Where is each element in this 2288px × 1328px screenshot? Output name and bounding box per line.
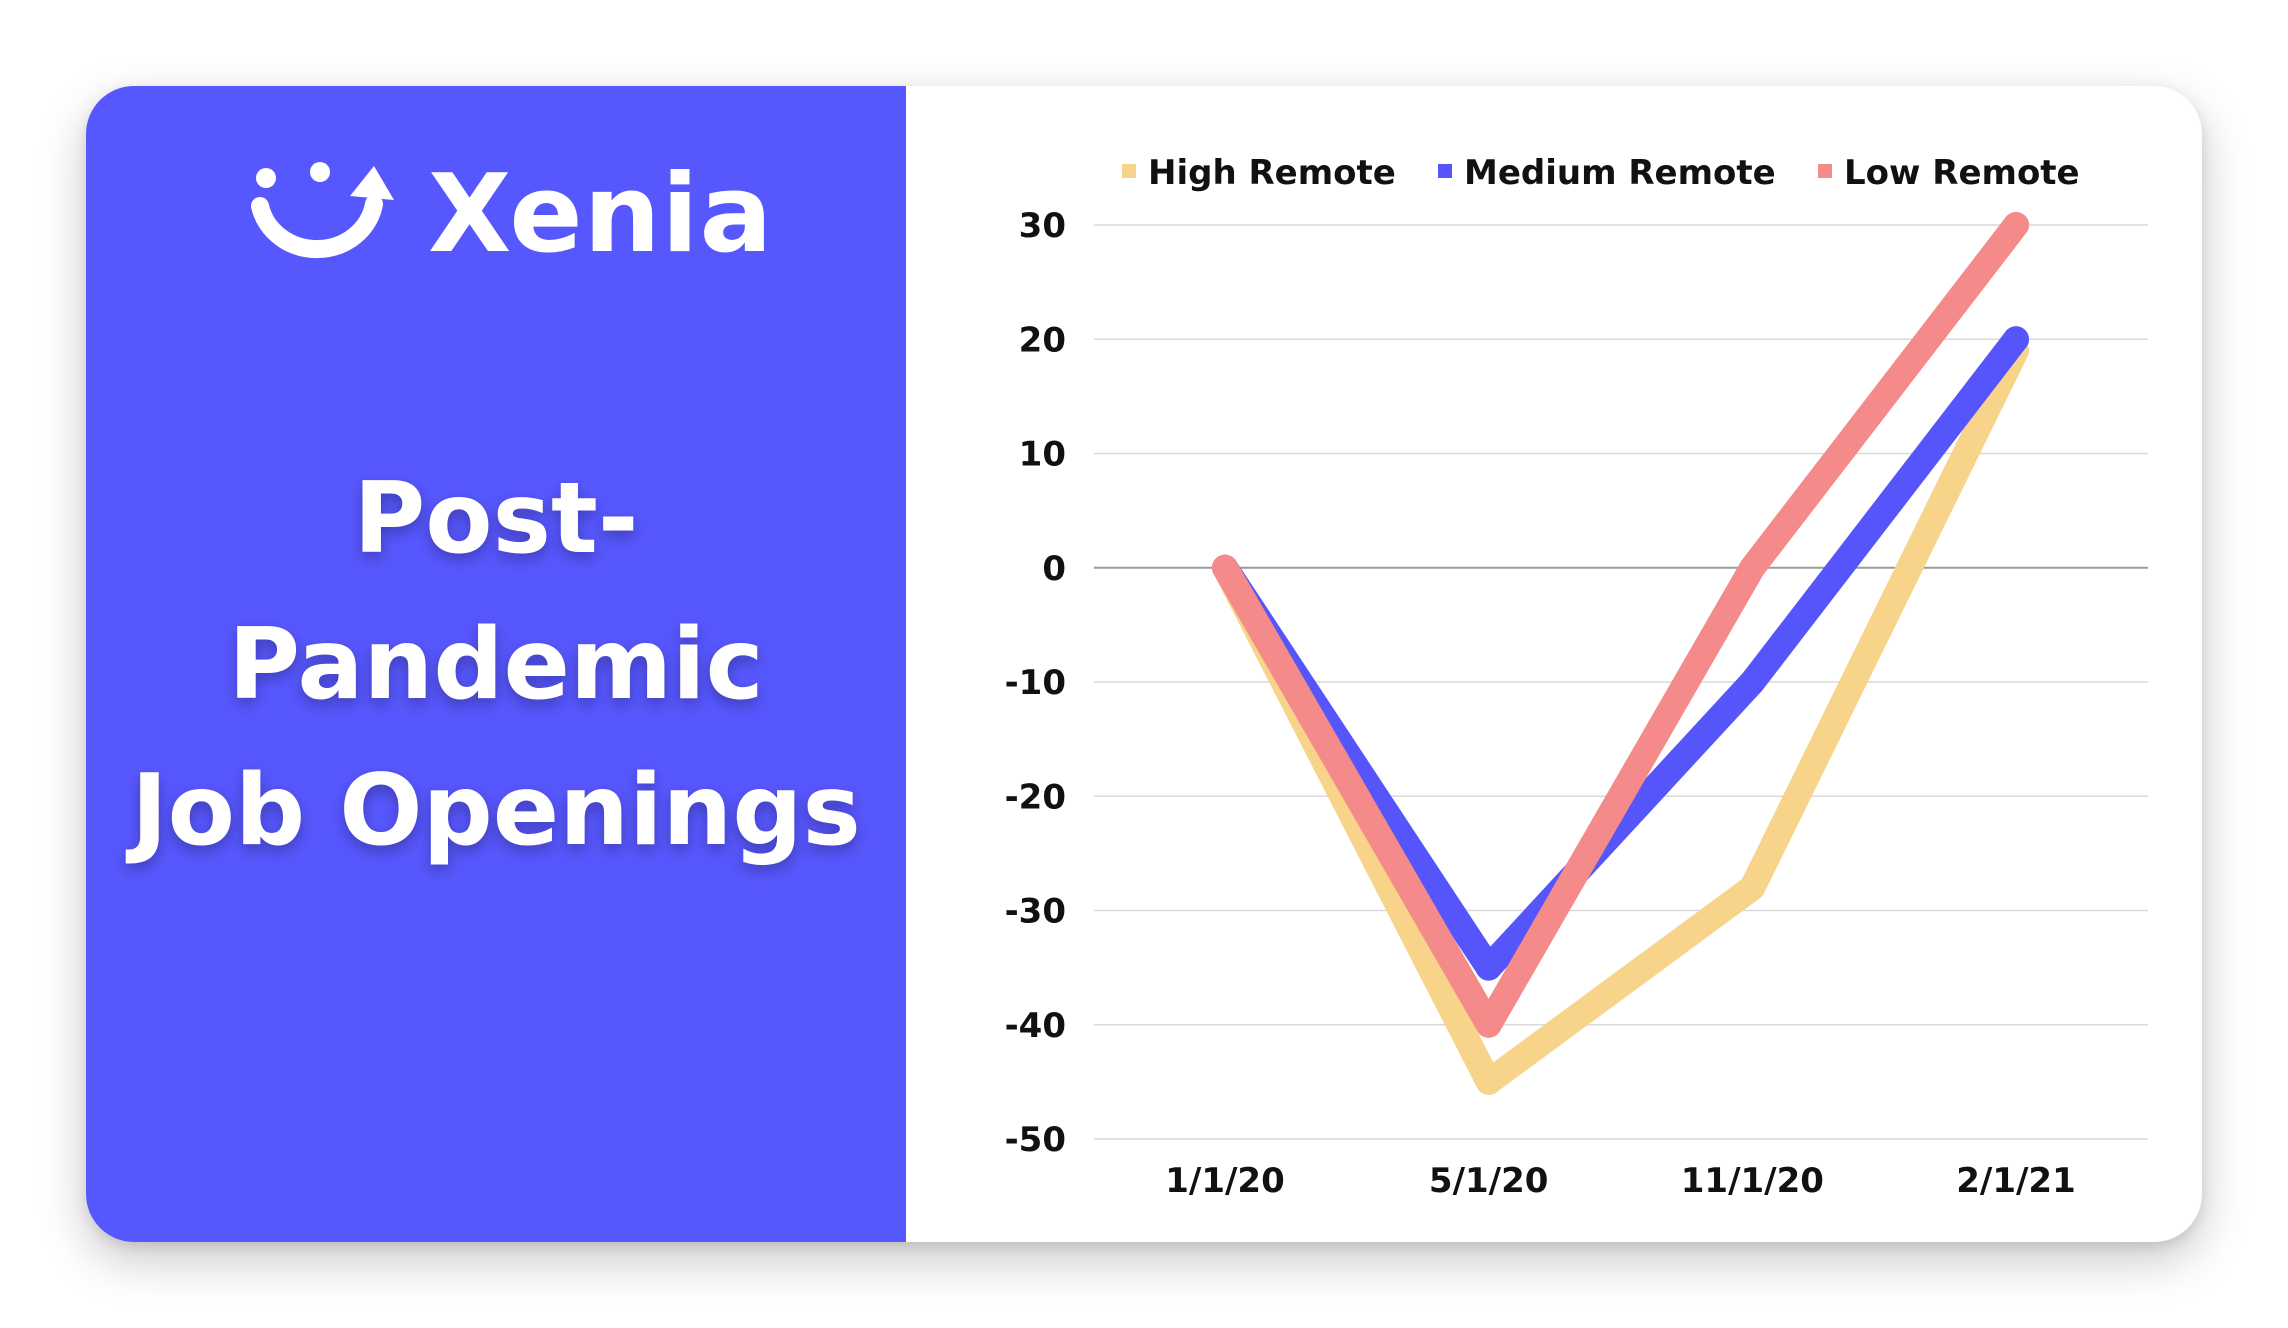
data-point-low-remote [1475, 1011, 1502, 1038]
title-panel: Xenia Post- Pandemic Job Openings [86, 86, 906, 1242]
legend-swatch [1438, 164, 1452, 178]
x-axis: 1/1/20 5/1/20 11/1/20 2/1/21 [1165, 1161, 2075, 1201]
infographic-card: Xenia Post- Pandemic Job Openings 30 20 10… [86, 86, 2202, 1242]
data-point-low-remote [1739, 554, 1766, 581]
y-tick-label: -50 [1005, 1120, 1066, 1160]
y-tick-label: -40 [1005, 1006, 1066, 1046]
brand-name: Xenia [428, 152, 774, 277]
series-line-high-remote [1212, 337, 2029, 1095]
legend-label: High Remote [1148, 153, 1396, 193]
y-tick-label: 30 [1019, 206, 1066, 246]
y-tick-label: -10 [1005, 663, 1066, 703]
legend-item-low-remote: Low Remote [1818, 153, 2080, 193]
x-tick-label: 1/1/20 [1165, 1161, 1284, 1201]
y-tick-label: -20 [1005, 777, 1066, 817]
legend-label: Medium Remote [1464, 153, 1776, 193]
data-point-low-remote [2003, 212, 2029, 238]
legend-swatch [1818, 164, 1832, 178]
y-tick-label: 0 [1042, 549, 1066, 589]
series-lines [1212, 212, 2029, 1095]
x-tick-label: 5/1/20 [1429, 1161, 1548, 1201]
smile-arrow-icon [251, 162, 394, 259]
line-chart: 30 20 10 0 -10 -20 -30 -40 -50 1/1/20 5/1/20 11/1/… [1005, 153, 2148, 1201]
x-tick-label: 2/1/21 [1956, 1161, 2075, 1201]
legend: High Remote Medium Remote Low Remote [1122, 153, 2080, 193]
series-line-low-remote [1212, 212, 2029, 1038]
x-tick-label: 11/1/20 [1681, 1161, 1824, 1201]
data-point-low-remote [1212, 554, 1238, 581]
y-axis: 30 20 10 0 -10 -20 -30 -40 -50 [1005, 206, 1066, 1160]
legend-label: Low Remote [1844, 153, 2080, 193]
data-point-medium-remote [1739, 669, 1766, 695]
page-title: Post- Pandemic Job Openings [86, 446, 906, 884]
data-point-medium-remote [2003, 326, 2029, 353]
y-tick-label: 20 [1019, 320, 1066, 360]
y-tick-label: -30 [1005, 892, 1066, 932]
data-point-medium-remote [1475, 954, 1502, 981]
title-line-2: Pandemic [228, 608, 764, 722]
title-line-1: Post- [353, 462, 639, 576]
series-line-medium-remote [1212, 326, 2029, 981]
title-line-3: Job Openings [131, 754, 861, 868]
data-point-high-remote [1475, 1068, 1502, 1095]
data-point-high-remote [1739, 874, 1766, 901]
legend-swatch [1122, 164, 1136, 178]
legend-item-medium-remote: Medium Remote [1438, 153, 1776, 193]
legend-item-high-remote: High Remote [1122, 153, 1396, 193]
brand-logo: Xenia [248, 150, 773, 280]
y-tick-label: 10 [1019, 435, 1066, 475]
